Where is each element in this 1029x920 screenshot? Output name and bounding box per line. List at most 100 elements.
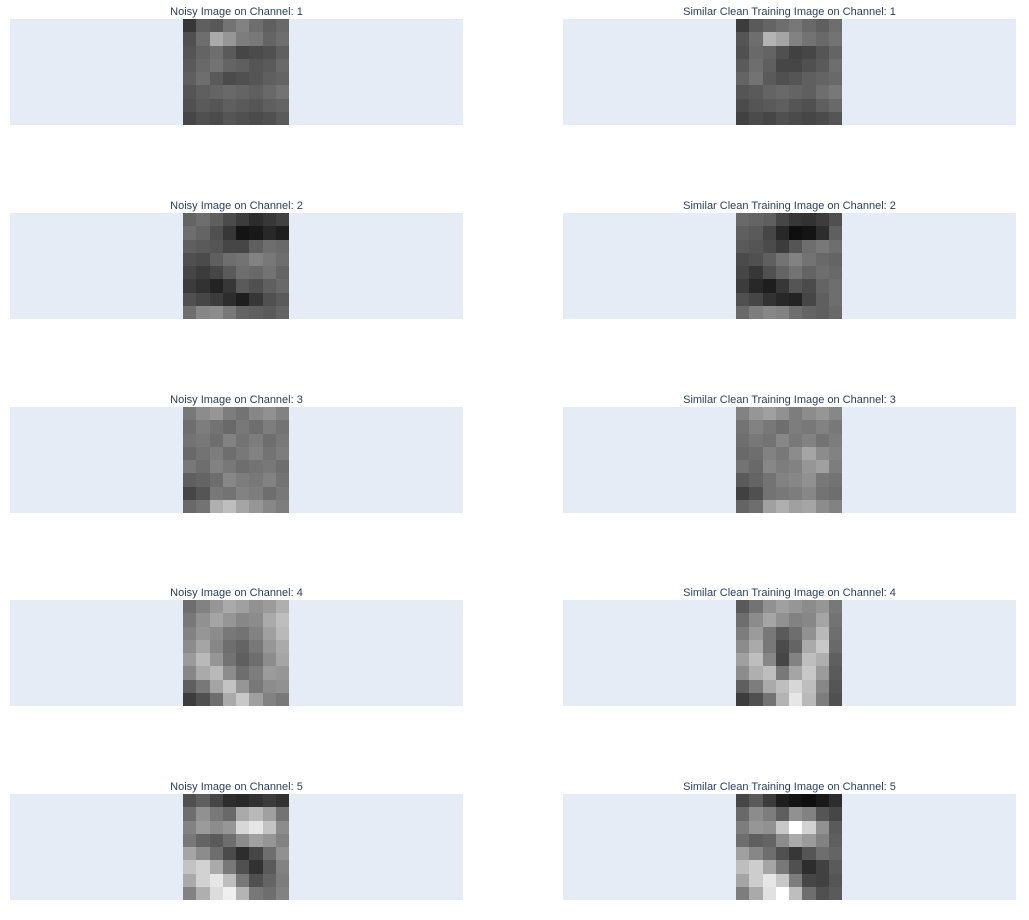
heatmap-cell	[209, 111, 223, 125]
heatmap-cell	[183, 833, 197, 847]
heatmap-cell	[236, 85, 250, 99]
heatmap-image[interactable]	[183, 794, 289, 900]
heatmap-cell	[802, 279, 816, 293]
heatmap-cell	[775, 600, 789, 614]
heatmap-cell	[789, 433, 803, 447]
heatmap-image[interactable]	[183, 600, 289, 706]
heatmap-cell	[236, 111, 250, 125]
heatmap-cell	[183, 626, 197, 640]
heatmap-cell	[236, 98, 250, 112]
heatmap-cell	[762, 85, 776, 99]
heatmap-cell	[262, 305, 276, 319]
heatmap-cell	[789, 679, 803, 693]
heatmap-cell	[249, 692, 263, 706]
heatmap-cell	[802, 446, 816, 460]
heatmap-cell	[789, 833, 803, 847]
heatmap-cell	[775, 886, 789, 900]
heatmap-cell	[815, 32, 829, 46]
heatmap-cell	[736, 58, 750, 72]
heatmap-cell	[249, 239, 263, 253]
heatmap-cell	[736, 886, 750, 900]
heatmap-cell	[815, 305, 829, 319]
heatmap-subplot: Noisy Image on Channel: 4	[10, 586, 463, 706]
heatmap-cell	[196, 239, 210, 253]
heatmap-cell	[209, 860, 223, 874]
heatmap-cell	[815, 486, 829, 500]
heatmap-cell	[789, 860, 803, 874]
heatmap-cell	[183, 58, 197, 72]
heatmap-cell	[749, 499, 763, 513]
heatmap-image[interactable]	[736, 19, 842, 125]
heatmap-cell	[275, 58, 289, 72]
heatmap-cell	[789, 820, 803, 834]
heatmap-cell	[183, 32, 197, 46]
heatmap-subplot: Noisy Image on Channel: 3	[10, 393, 463, 513]
heatmap-cell	[262, 807, 276, 821]
heatmap-cell	[209, 58, 223, 72]
heatmap-cell	[275, 226, 289, 240]
heatmap-cell	[196, 266, 210, 280]
heatmap-cell	[183, 98, 197, 112]
heatmap-cell	[222, 239, 236, 253]
heatmap-cell	[249, 213, 263, 227]
heatmap-cell	[802, 666, 816, 680]
heatmap-cell	[183, 807, 197, 821]
heatmap-cell	[789, 32, 803, 46]
heatmap-cell	[749, 226, 763, 240]
heatmap-cell	[736, 833, 750, 847]
heatmap-cell	[736, 860, 750, 874]
heatmap-cell	[789, 305, 803, 319]
heatmap-cell	[815, 420, 829, 434]
heatmap-image[interactable]	[736, 213, 842, 319]
heatmap-cell	[789, 292, 803, 306]
heatmap-image[interactable]	[736, 794, 842, 900]
heatmap-cell	[262, 820, 276, 834]
heatmap-cell	[183, 473, 197, 487]
heatmap-cell	[196, 292, 210, 306]
heatmap-cell	[236, 279, 250, 293]
heatmap-cell	[183, 679, 197, 693]
heatmap-cell	[749, 279, 763, 293]
heatmap-cell	[775, 239, 789, 253]
heatmap-cell	[222, 226, 236, 240]
heatmap-cell	[749, 305, 763, 319]
heatmap-cell	[236, 45, 250, 59]
heatmap-cell	[222, 58, 236, 72]
heatmap-cell	[828, 446, 842, 460]
heatmap-cell	[209, 420, 223, 434]
heatmap-cell	[196, 820, 210, 834]
heatmap-cell	[275, 460, 289, 474]
heatmap-cell	[262, 279, 276, 293]
heatmap-cell	[249, 446, 263, 460]
heatmap-cell	[196, 98, 210, 112]
heatmap-cell	[275, 613, 289, 627]
heatmap-cell	[236, 692, 250, 706]
heatmap-image[interactable]	[736, 407, 842, 513]
heatmap-cell	[749, 473, 763, 487]
heatmap-image[interactable]	[736, 600, 842, 706]
heatmap-cell	[196, 860, 210, 874]
heatmap-cell	[262, 111, 276, 125]
heatmap-cell	[762, 820, 776, 834]
heatmap-image[interactable]	[183, 407, 289, 513]
heatmap-cell	[222, 600, 236, 614]
heatmap-cell	[236, 807, 250, 821]
heatmap-cell	[222, 486, 236, 500]
heatmap-image[interactable]	[183, 213, 289, 319]
heatmap-cell	[236, 860, 250, 874]
heatmap-cell	[209, 239, 223, 253]
heatmap-cell	[815, 460, 829, 474]
heatmap-cell	[209, 72, 223, 86]
heatmap-cell	[236, 226, 250, 240]
heatmap-cell	[249, 873, 263, 887]
heatmap-cell	[262, 85, 276, 99]
heatmap-cell	[262, 239, 276, 253]
heatmap-cell	[815, 407, 829, 421]
heatmap-cell	[209, 626, 223, 640]
heatmap-cell	[262, 847, 276, 861]
heatmap-cell	[209, 613, 223, 627]
heatmap-cell	[262, 252, 276, 266]
heatmap-cell	[209, 85, 223, 99]
heatmap-cell	[802, 807, 816, 821]
heatmap-image[interactable]	[183, 19, 289, 125]
